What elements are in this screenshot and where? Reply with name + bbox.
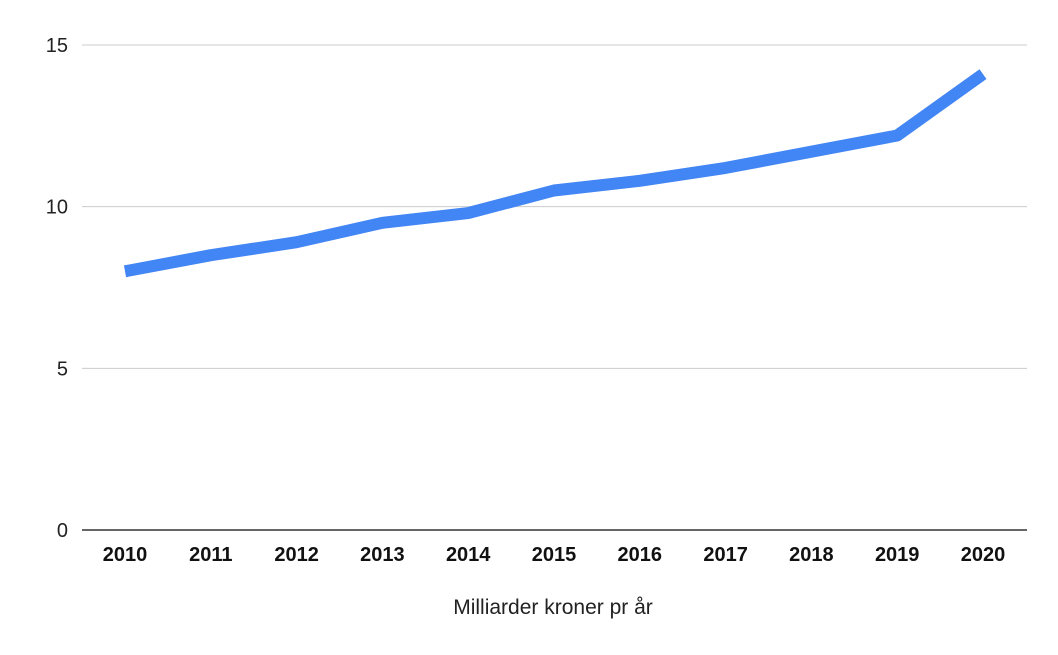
x-tick-label: 2017 [703,544,748,566]
x-tick-label: 2013 [360,544,405,566]
y-tick-label: 10 [46,197,68,219]
x-tick-label: 2016 [618,544,663,566]
gridlines [82,44,1027,531]
x-tick-label: 2012 [274,544,319,566]
x-tick-label: 2011 [189,544,232,566]
y-tick-label: 0 [57,520,68,542]
x-tick-label: 2014 [446,544,491,566]
x-tick-label: 2020 [961,544,1006,566]
series-layer [123,69,987,278]
y-tick-label: 15 [46,35,68,57]
x-axis-label: Milliarder kroner pr år [453,596,653,619]
x-tick-label: 2019 [875,544,920,566]
y-tick-label: 5 [57,358,68,380]
series-line [123,69,987,278]
x-axis-ticks: 2010 2011 2012 2013 2014 2015 2016 2017 2018 2019… [103,544,1006,566]
y-axis-ticks: 0 5 10 15 [46,35,68,542]
x-tick-label: 2010 [103,544,148,566]
x-tick-label: 2018 [789,544,834,566]
x-tick-label: 2015 [532,544,577,566]
